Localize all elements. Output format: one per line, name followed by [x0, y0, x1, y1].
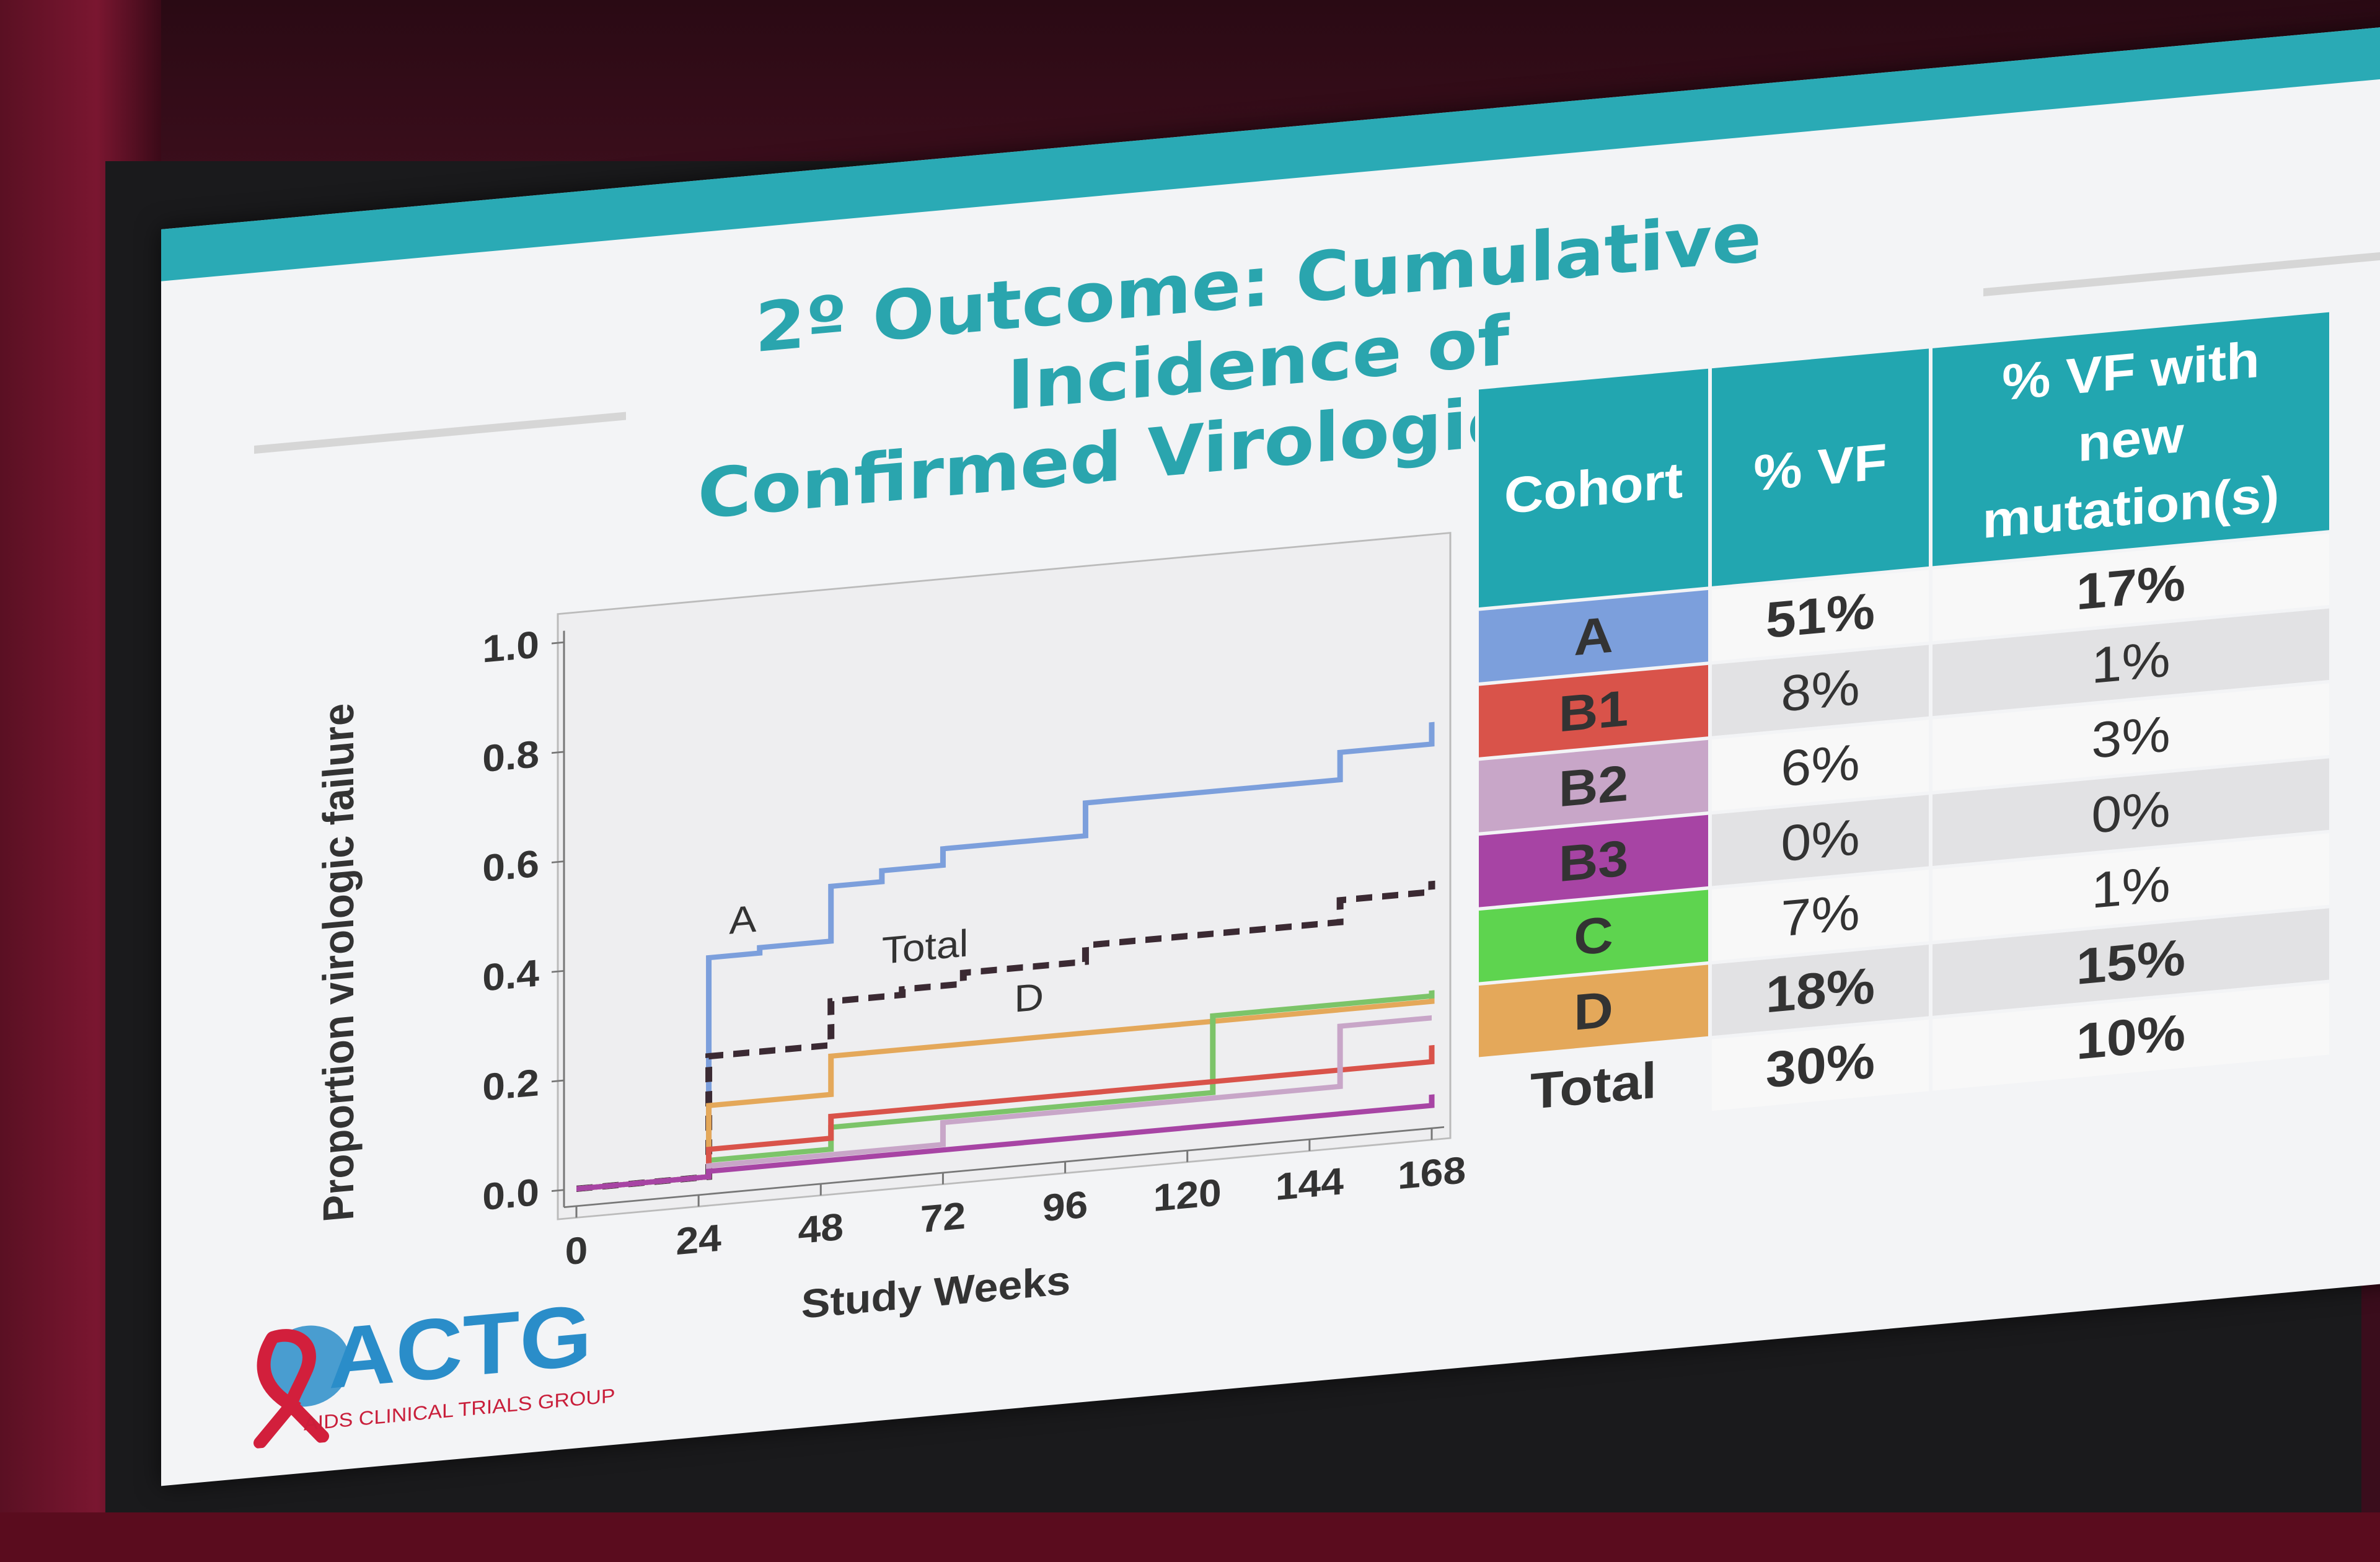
x-tick-label: 96: [1042, 1183, 1088, 1230]
y-tick-mark: [552, 860, 564, 863]
y-tick-label: 1.0: [482, 623, 539, 671]
table-body: A 51% 17% B1 8% 1% B2 6% 3% B3 0% 0% C 7% 1% D 18% 15% Tot…: [1477, 531, 2331, 1134]
x-axis-line: [564, 1126, 1444, 1209]
y-tick-mark: [552, 969, 564, 973]
x-tick-label: 144: [1276, 1159, 1344, 1208]
actg-logo: ACTG AIDS CLINICAL TRIALS GROUP: [229, 1284, 615, 1457]
axes: 0 24 48 72 96 120 144 168 0.0 0.2 0.4 0.6 0.8 1.0: [482, 623, 1466, 1273]
x-tick-label: 72: [920, 1194, 966, 1241]
series-label-d: D: [1014, 975, 1044, 1021]
y-tick-mark: [552, 1079, 564, 1083]
header-pct-vf-new-mutations: % VF with new mutation(s): [1931, 310, 2331, 568]
y-tick-label: 0.2: [482, 1061, 539, 1109]
y-tick-label: 0.6: [482, 842, 539, 890]
slide: 2º Outcome: Cumulative Incidence of Conf…: [161, 24, 2380, 1486]
y-tick-label: 0.4: [482, 951, 539, 1000]
y-tick-mark: [552, 641, 564, 645]
y-tick-label: 0.8: [482, 732, 539, 780]
series-lines: [576, 721, 1435, 1193]
header-pct-vf: % VF: [1710, 346, 1931, 588]
x-tick-label: 48: [798, 1205, 844, 1252]
x-axis-title: Study Weeks: [801, 1258, 1070, 1328]
series-line-b3: [576, 1094, 1435, 1192]
series-label-total: Total: [882, 922, 968, 973]
room-floor: [0, 1512, 2380, 1562]
x-tick-label: 0: [565, 1228, 588, 1273]
x-tick-label: 24: [676, 1216, 721, 1263]
cumulative-incidence-chart: 0 24 48 72 96 120 144 168 0.0 0.2 0.4 0.6 0.8 1.0 A To…: [315, 532, 1466, 1328]
plot-frame: [557, 532, 1452, 1220]
title-rule-right: [1983, 249, 2380, 297]
y-tick-mark: [552, 1189, 564, 1192]
series-label-a: A: [729, 897, 756, 942]
y-axis-title: Proportion virologic failure: [315, 702, 363, 1224]
ribbon-globe-icon: [253, 1325, 350, 1449]
header-cohort: Cohort: [1477, 366, 1710, 610]
y-tick-label: 0.0: [482, 1170, 539, 1219]
projection-screen: 2º Outcome: Cumulative Incidence of Conf…: [105, 24, 2380, 1512]
series-labels: A Total D: [729, 897, 1044, 1021]
x-tick-label: 120: [1153, 1170, 1222, 1219]
x-tick-label: 168: [1398, 1148, 1466, 1197]
y-tick-mark: [552, 751, 564, 754]
series-line-a: [576, 721, 1435, 1192]
